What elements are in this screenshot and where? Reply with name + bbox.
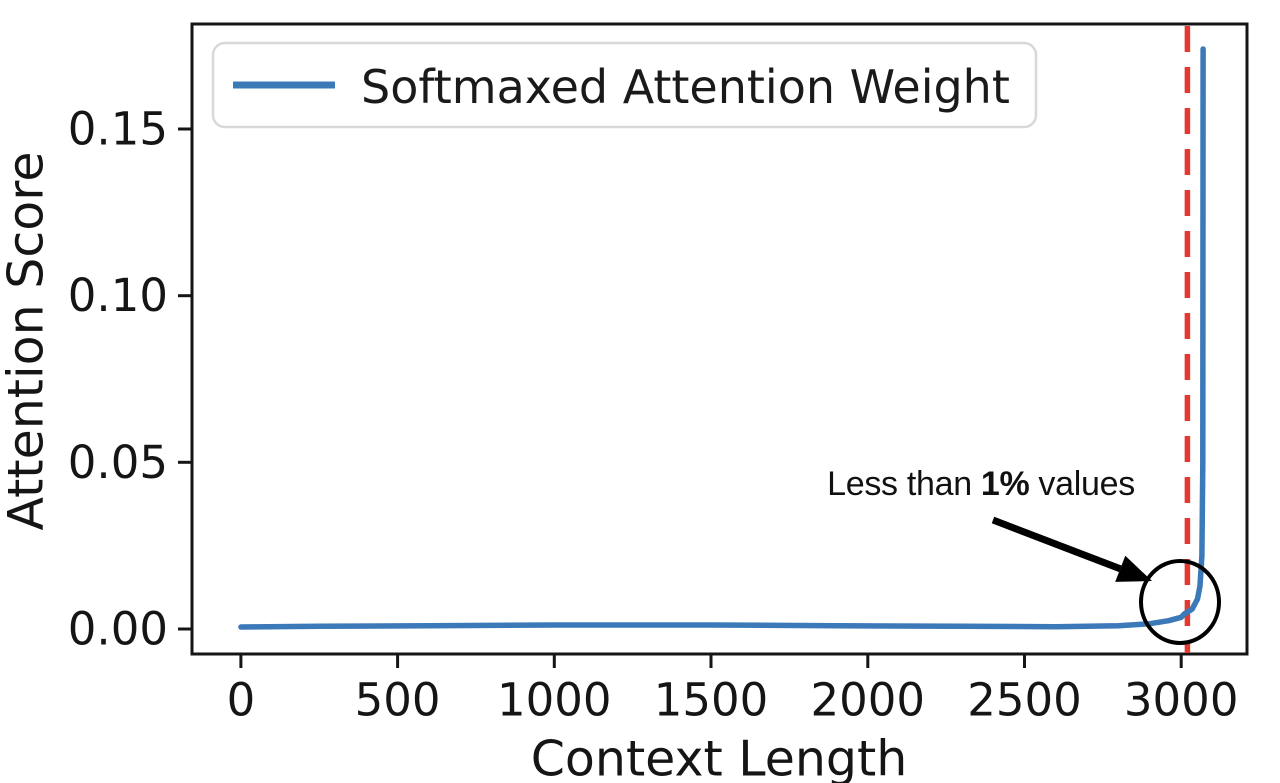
legend: Softmaxed Attention Weight [211,41,1038,129]
x-tick-label: 2000 [811,674,926,727]
x-tick-label: 2500 [967,674,1082,727]
annotation-group: Less than 1% values [827,465,1221,645]
y-tick-label: 0.05 [68,436,168,489]
attention-weight-line [238,46,1206,630]
legend-box [211,41,1038,129]
y-tick-label: 0.15 [68,103,168,156]
annotation-text-bold: 1% [981,465,1030,503]
annotation-arrowhead-icon [1115,555,1152,582]
annotation-text-prefix: Less than [827,465,972,503]
plot-border [190,22,1249,656]
annotation-circle [1139,559,1221,645]
annotation-text-suffix: values [1038,465,1134,503]
x-axis-label: Context Length [531,731,908,783]
y-axis-label: Attention Score [0,152,55,531]
x-axis-ticks: 0 500 1000 1500 2000 2500 3000 [227,654,1239,727]
y-tick-label: 0.00 [68,603,168,656]
x-tick-label: 1000 [497,674,612,727]
annotation-arrow-line [991,516,1122,573]
x-tick-label: 3000 [1124,674,1239,727]
y-axis-ticks: 0.00 0.05 0.10 0.15 [68,103,192,656]
legend-label: Softmaxed Attention Weight [361,60,1010,114]
y-tick-label: 0.10 [68,269,168,322]
x-tick-label: 0 [227,674,256,727]
annotation-text: Less than 1% values [827,465,1135,503]
x-tick-label: 500 [355,674,441,727]
x-tick-label: 1500 [654,674,769,727]
